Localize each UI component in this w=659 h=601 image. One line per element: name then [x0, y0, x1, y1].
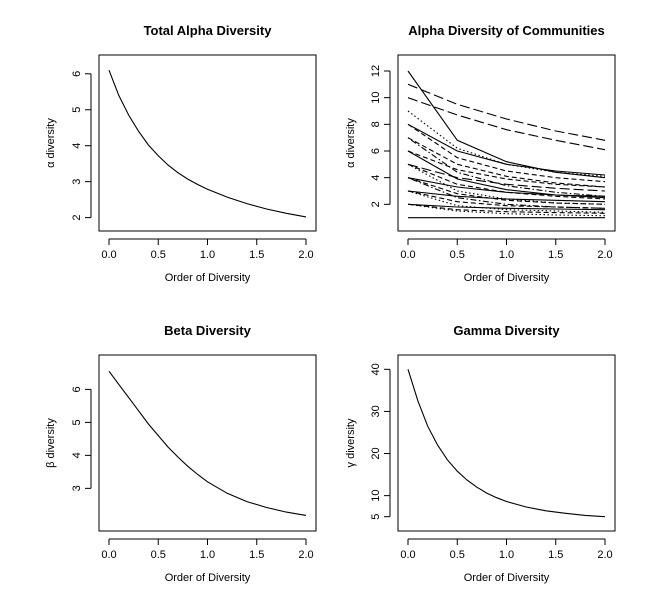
chart-title: Beta Diversity [164, 323, 251, 338]
series-line [407, 177, 606, 197]
y-tick-label: 4 [71, 143, 83, 149]
series-line [407, 177, 606, 209]
x-tick-label: 0.0 [101, 549, 116, 561]
y-axis-label: γ diversity [345, 418, 357, 467]
series-line [108, 70, 307, 218]
y-tick-label: 10 [370, 92, 382, 104]
series-line [407, 123, 606, 176]
x-tick-label: 0.0 [400, 549, 415, 561]
y-tick-label: 8 [370, 121, 382, 127]
series-line [407, 203, 606, 217]
y-axis-label: α diversity [45, 118, 57, 168]
y-tick-label: 5 [370, 514, 382, 520]
y-tick-label: 5 [71, 107, 83, 113]
x-axis-label: Order of Diversity [165, 572, 251, 584]
series-line [407, 163, 606, 200]
x-tick-label: 1.0 [200, 249, 215, 261]
y-tick-label: 2 [71, 215, 83, 221]
x-axis-label: Order of Diversity [464, 572, 550, 584]
series-line [407, 190, 606, 203]
x-tick-label: 0.0 [400, 249, 415, 261]
total-alpha-diversity-panel: Total Alpha Diversity 0.0 0.5 1.0 1.5 2.0 2 3 4 5… [45, 23, 317, 284]
x-tick-label: 1.0 [200, 549, 215, 561]
beta-diversity-panel: Beta Diversity 0.0 0.5 1.0 1.5 2.0 3 4 5 6 Order o… [45, 323, 317, 584]
x-tick-label: 0.5 [450, 549, 465, 561]
x-tick-label: 0.5 [450, 249, 465, 261]
alpha-diversity-communities-panel: Alpha Diversity of Communities 0.0 0.5 1.0 1… [345, 23, 616, 284]
plot-frame [98, 54, 317, 232]
y-tick-label: 5 [71, 419, 83, 425]
series-line [407, 150, 606, 188]
y-tick-label: 12 [370, 65, 382, 77]
series-line [407, 97, 606, 151]
x-tick-label: 1.5 [249, 549, 264, 561]
x-axis-label: Order of Diversity [464, 272, 550, 284]
y-tick-label: 20 [370, 447, 382, 459]
series-line [407, 203, 606, 214]
y-tick-label: 6 [71, 71, 83, 77]
y-tick-label: 10 [370, 490, 382, 502]
x-tick-label: 1.5 [548, 549, 563, 561]
y-axis-label: α diversity [345, 118, 357, 168]
y-tick-label: 4 [370, 175, 382, 181]
y-axis-label: β diversity [45, 418, 57, 468]
x-tick-label: 2.0 [597, 549, 612, 561]
series-line [407, 177, 606, 205]
y-tick-label: 2 [370, 201, 382, 207]
y-tick-label: 6 [71, 386, 83, 392]
x-tick-label: 1.5 [548, 249, 563, 261]
series-line [407, 137, 606, 197]
y-tick-label: 3 [71, 179, 83, 185]
x-tick-label: 2.0 [298, 549, 313, 561]
x-tick-label: 0.5 [151, 549, 166, 561]
chart-title: Gamma Diversity [453, 323, 560, 338]
series-line [407, 163, 606, 205]
y-tick-label: 40 [370, 363, 382, 375]
plot-frame [397, 354, 616, 532]
chart-title: Total Alpha Diversity [144, 23, 273, 38]
series-line [407, 123, 606, 183]
series-line [407, 190, 606, 209]
plot-frame [98, 354, 317, 532]
series-line [407, 203, 606, 211]
x-tick-label: 0.5 [151, 249, 166, 261]
x-tick-label: 1.0 [499, 549, 514, 561]
x-tick-label: 2.0 [597, 249, 612, 261]
y-tick-label: 6 [370, 148, 382, 154]
series-line [407, 190, 606, 213]
chart-title: Alpha Diversity of Communities [408, 23, 604, 38]
series-line [407, 70, 606, 179]
y-tick-label: 4 [71, 452, 83, 458]
gamma-diversity-panel: Gamma Diversity 0.0 0.5 1.0 1.5 2.0 5 10 20 30 40 O… [345, 323, 616, 584]
series-line [407, 137, 606, 188]
x-tick-label: 1.0 [499, 249, 514, 261]
series-line [407, 110, 606, 177]
x-tick-label: 2.0 [298, 249, 313, 261]
plot-frame [397, 54, 616, 232]
series-line [407, 163, 606, 192]
series-line [407, 83, 606, 141]
x-tick-label: 0.0 [101, 249, 116, 261]
series-line [407, 369, 606, 518]
y-tick-label: 30 [370, 405, 382, 417]
y-tick-label: 3 [71, 485, 83, 491]
x-axis-label: Order of Diversity [165, 272, 251, 284]
x-tick-label: 1.5 [249, 249, 264, 261]
series-line [108, 370, 307, 516]
